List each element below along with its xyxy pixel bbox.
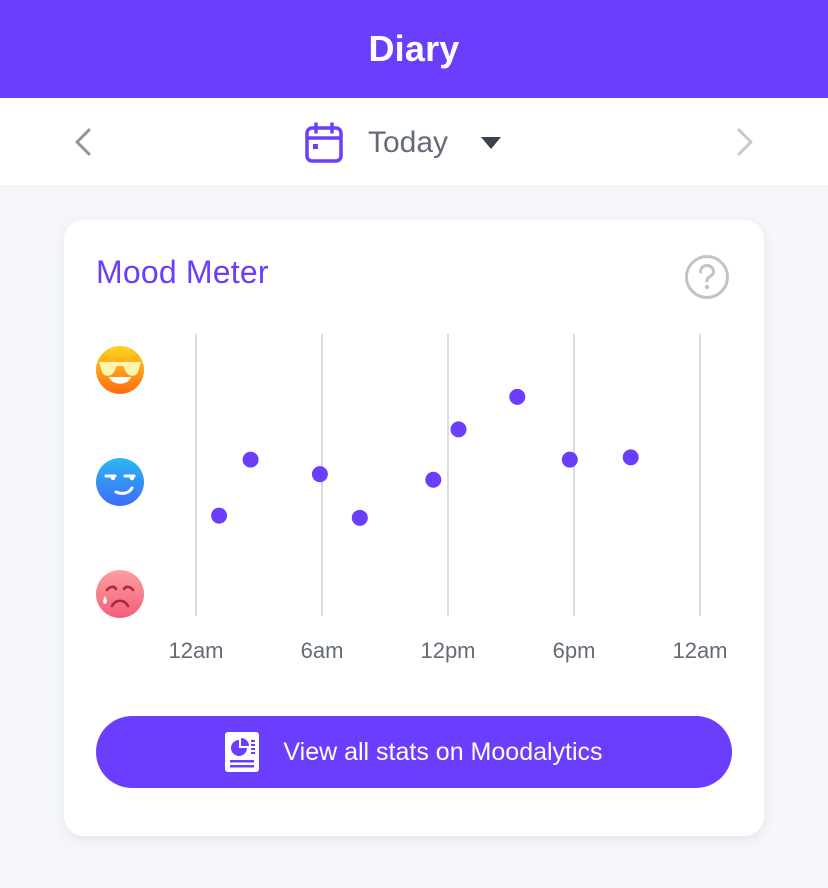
mood-point-1[interactable] [242,451,259,468]
smirk-emoji-icon [96,458,144,506]
x-tick-label-4: 12am [672,638,727,663]
mood-point-4[interactable] [425,471,442,488]
caret-down-icon [481,137,502,149]
mood-point-3[interactable] [351,509,368,526]
chevron-right-icon[interactable] [728,126,760,158]
card-title: Mood Meter [96,254,269,290]
calendar-icon [305,122,343,163]
mood-point-0[interactable] [211,507,228,524]
view-stats-label: View all stats on Moodalytics [283,737,603,766]
mood-meter-card: Mood Meter [64,220,764,836]
report-icon [225,732,260,772]
view-stats-button[interactable]: View all stats on Moodalytics [96,716,732,788]
mood-scatter-chart: 12am 6am 12pm 6pm 12am [96,334,728,663]
mood-point-8[interactable] [622,449,639,466]
x-tick-label-2: 12pm [420,638,475,663]
page-title: Diary [368,28,460,69]
date-label: Today [368,126,449,159]
cool-sunglasses-emoji-icon [96,346,144,394]
x-tick-label-1: 6am [301,638,344,663]
x-tick-label-0: 12am [168,638,223,663]
chevron-left-icon[interactable] [68,126,100,158]
x-tick-label-3: 6pm [553,638,596,663]
question-mark-icon[interactable] [684,254,730,300]
mood-point-5[interactable] [450,421,467,438]
mood-point-7[interactable] [561,451,578,468]
mood-point-2[interactable] [311,466,328,483]
app-header: Diary [0,0,828,98]
date-picker-dropdown[interactable]: Today [304,120,502,166]
date-navigation-bar: Today [0,98,828,187]
mood-point-6[interactable] [509,388,526,405]
sad-tear-emoji-icon [96,570,144,618]
